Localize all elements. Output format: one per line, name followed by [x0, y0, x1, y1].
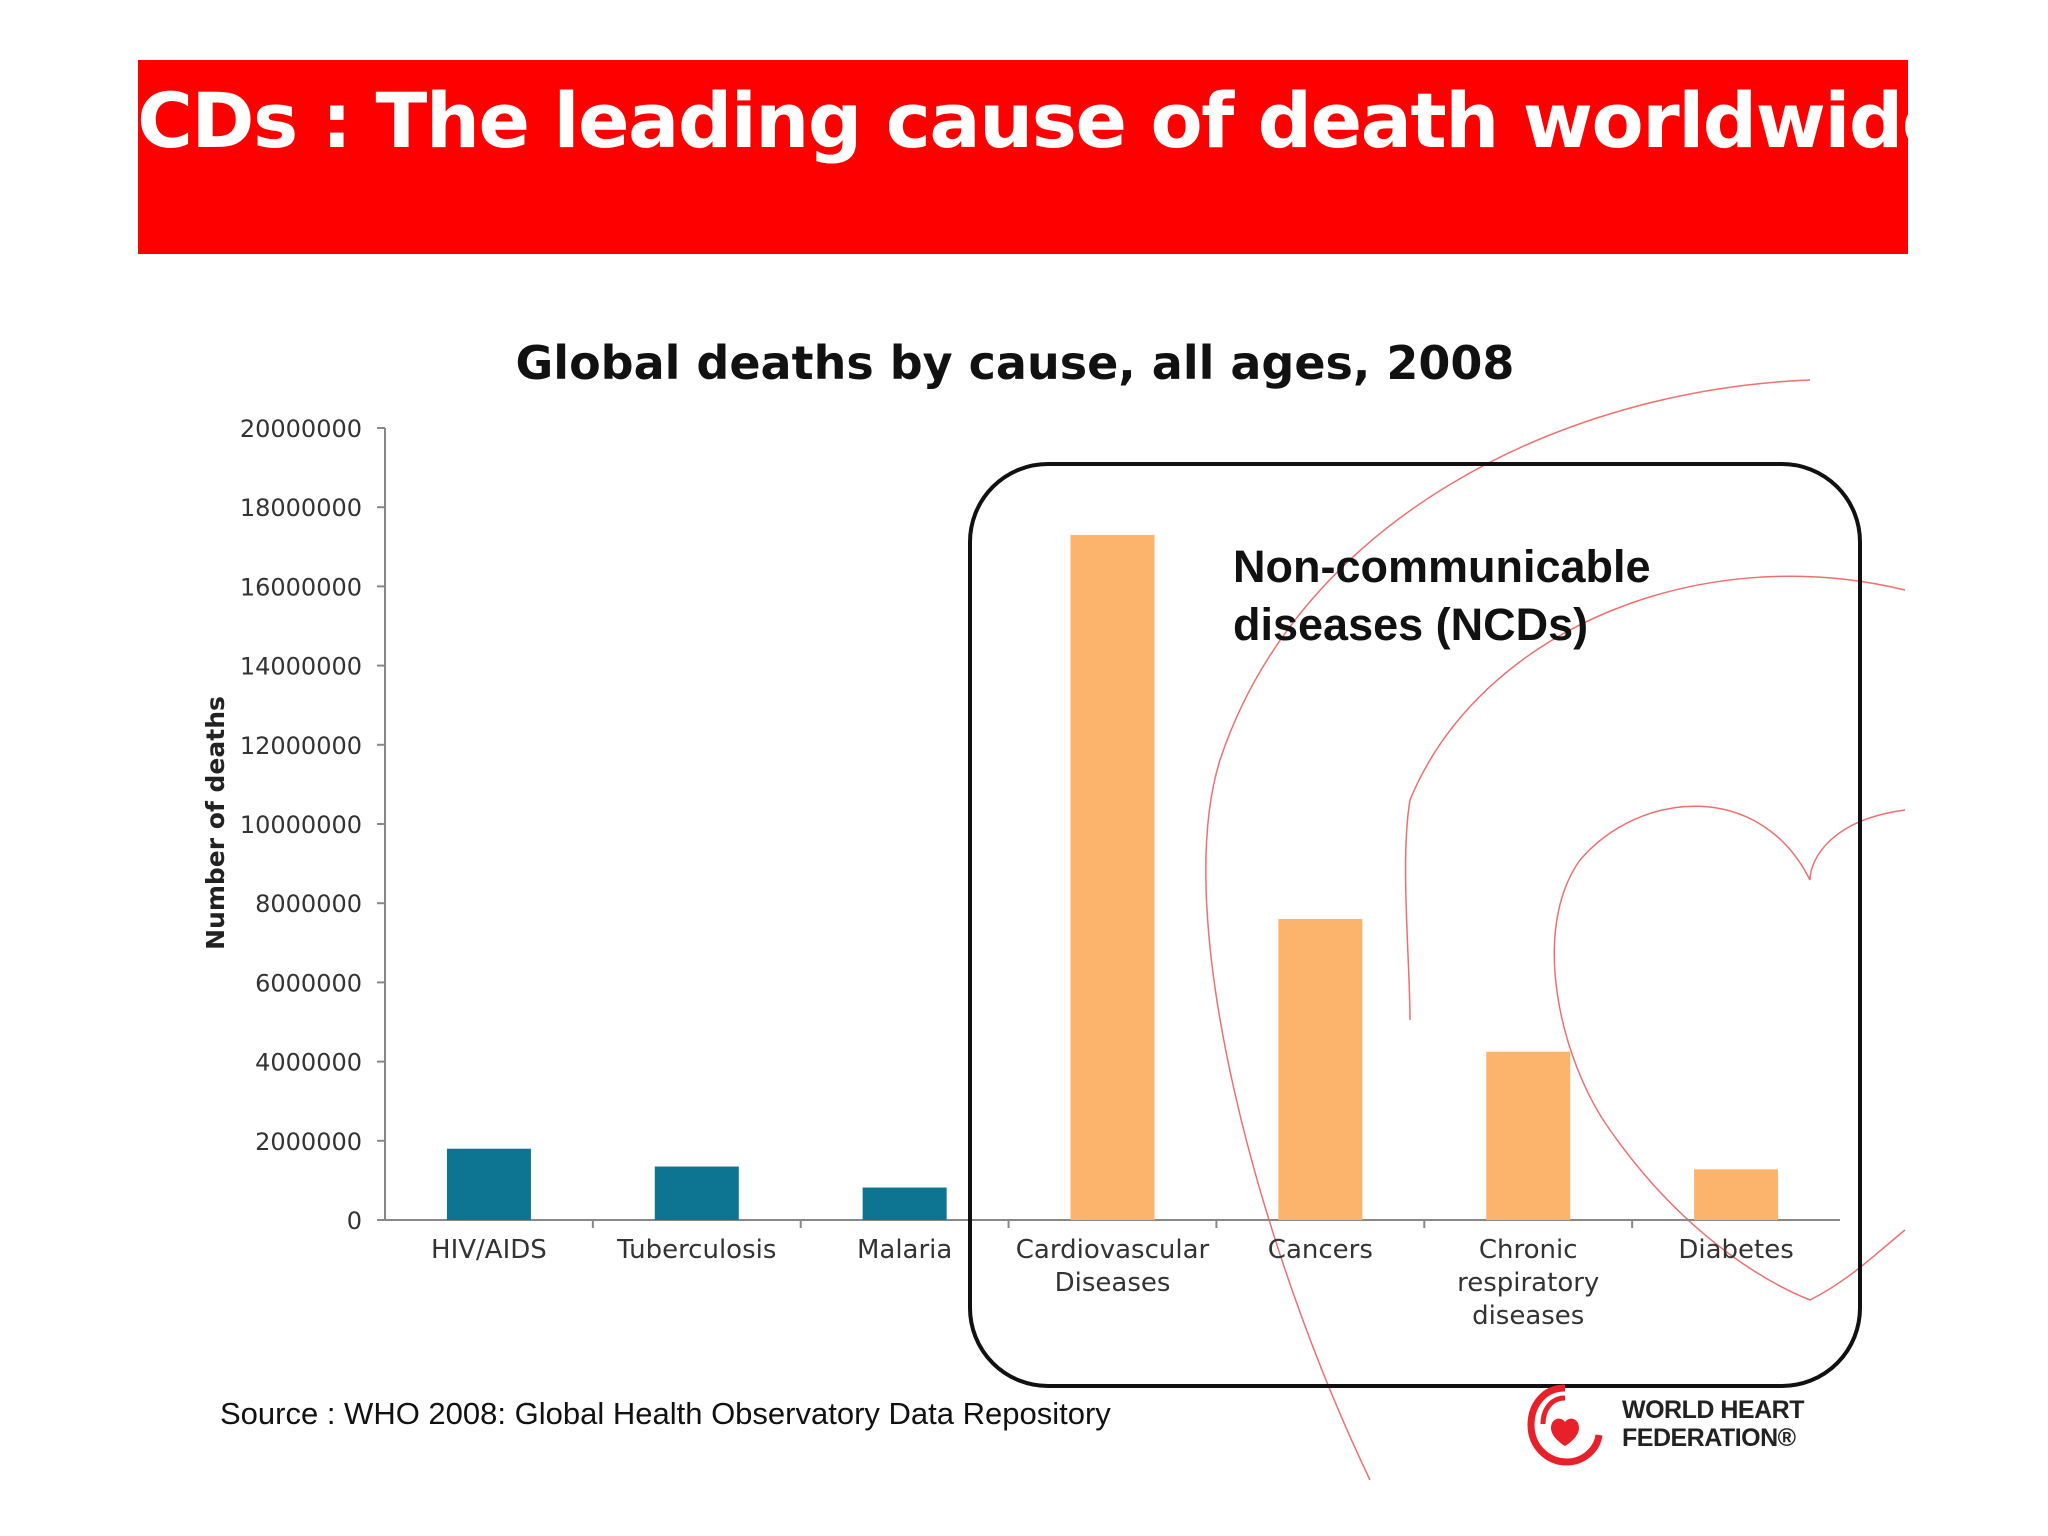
x-category-label-line: HIV/AIDS — [431, 1235, 547, 1265]
x-category-label-line: Tuberculosis — [616, 1235, 776, 1265]
x-category-label-line: Chronic — [1479, 1235, 1578, 1265]
y-tick-label: 0 — [347, 1207, 362, 1235]
bar — [1278, 919, 1363, 1220]
logo-line: WORLD HEART — [1622, 1396, 1804, 1424]
y-tick-label: 12000000 — [240, 732, 362, 760]
ncd-annotation-line: diseases (NCDs) — [1233, 599, 1589, 650]
x-category-label-line: respiratory — [1457, 1268, 1599, 1298]
x-category-label: HIV/AIDS — [431, 1235, 547, 1265]
y-tick-label: 18000000 — [240, 494, 362, 522]
bar — [1070, 534, 1155, 1220]
x-category-label-line: Cardiovascular — [1016, 1235, 1210, 1265]
chart-title: Global deaths by cause, all ages, 2008 — [515, 336, 1515, 390]
ncd-annotation: Non-communicable diseases (NCDs) — [1233, 538, 1793, 654]
x-category-label-line: Malaria — [857, 1235, 952, 1265]
logo-line: FEDERATION® — [1622, 1424, 1796, 1452]
x-category-label-line: Diseases — [1055, 1268, 1171, 1298]
x-category-label: Diabetes — [1678, 1235, 1793, 1265]
y-axis-label: Number of deaths — [201, 696, 230, 950]
bar — [654, 1166, 739, 1220]
bar — [1694, 1169, 1779, 1220]
logo-wordmark: WORLD HEART FEDERATION® — [1622, 1396, 1804, 1452]
bar — [446, 1148, 531, 1220]
x-category-label-line: Diabetes — [1678, 1235, 1793, 1265]
x-category-label: Cancers — [1268, 1235, 1373, 1265]
x-category-label-line: Cancers — [1268, 1235, 1373, 1265]
y-tick-label: 16000000 — [240, 573, 362, 601]
y-tick-label: 4000000 — [255, 1049, 362, 1077]
heart-watermark-icon — [1205, 379, 1906, 1481]
ncd-highlight-box — [968, 462, 1862, 1388]
title-banner — [138, 60, 1908, 254]
x-category-label: Chronic respiratory diseases — [1457, 1235, 1599, 1331]
ncd-annotation-line: Non-communicable — [1233, 541, 1651, 592]
y-tick-label: 20000000 — [240, 415, 362, 443]
x-category-label: Malaria — [857, 1235, 952, 1265]
source-citation: Source : WHO 2008: Global Health Observa… — [220, 1396, 1111, 1431]
world-heart-federation-logo-icon — [1527, 1384, 1603, 1466]
x-category-label-line: diseases — [1472, 1301, 1584, 1331]
y-tick-label: 10000000 — [240, 811, 362, 839]
y-tick-label: 6000000 — [255, 969, 362, 997]
x-category-label: Cardiovascular Diseases — [1016, 1235, 1210, 1298]
bar — [862, 1187, 947, 1220]
y-tick-label: 14000000 — [240, 653, 362, 681]
x-category-label: Tuberculosis — [616, 1235, 776, 1265]
bar — [1486, 1051, 1571, 1220]
page-title: NCDs : The leading cause of death worldw… — [75, 75, 1953, 165]
y-tick-label: 8000000 — [255, 890, 362, 918]
y-tick-label: 2000000 — [255, 1128, 362, 1156]
